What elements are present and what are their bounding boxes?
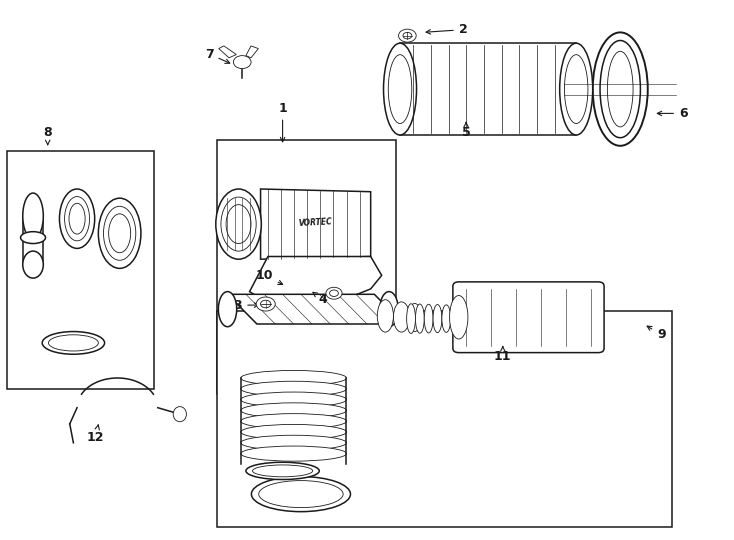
Polygon shape (250, 256, 382, 308)
Ellipse shape (42, 332, 105, 354)
Ellipse shape (393, 302, 410, 332)
Polygon shape (219, 46, 236, 58)
Ellipse shape (241, 392, 346, 407)
Ellipse shape (109, 214, 131, 253)
Ellipse shape (103, 206, 136, 260)
Text: 8: 8 (43, 126, 52, 145)
Ellipse shape (241, 403, 346, 418)
Ellipse shape (98, 198, 141, 268)
Circle shape (256, 297, 275, 311)
Ellipse shape (241, 446, 346, 461)
Text: 6: 6 (657, 107, 688, 120)
Polygon shape (261, 189, 371, 259)
FancyBboxPatch shape (453, 282, 604, 353)
Ellipse shape (219, 292, 236, 327)
Circle shape (326, 287, 342, 299)
Polygon shape (23, 216, 43, 265)
Ellipse shape (226, 205, 251, 244)
Ellipse shape (23, 251, 43, 278)
Circle shape (330, 290, 338, 296)
Ellipse shape (241, 370, 346, 386)
Text: 4: 4 (313, 292, 327, 306)
Text: 12: 12 (87, 425, 104, 444)
Circle shape (399, 29, 416, 42)
Ellipse shape (449, 295, 468, 339)
Ellipse shape (23, 193, 43, 239)
Ellipse shape (258, 481, 343, 508)
Ellipse shape (241, 435, 346, 450)
Text: 7: 7 (205, 48, 230, 63)
Ellipse shape (216, 189, 261, 259)
Ellipse shape (442, 305, 451, 333)
Ellipse shape (252, 465, 313, 477)
Text: VORTEC: VORTEC (299, 218, 333, 228)
Bar (7, 151, 154, 389)
Circle shape (403, 32, 412, 39)
Text: 10: 10 (255, 269, 283, 285)
Text: 11: 11 (494, 347, 512, 363)
Ellipse shape (415, 304, 424, 333)
Ellipse shape (388, 55, 412, 124)
Ellipse shape (600, 40, 640, 138)
Ellipse shape (69, 203, 85, 234)
Ellipse shape (246, 462, 319, 480)
Ellipse shape (48, 335, 98, 351)
Ellipse shape (408, 303, 421, 332)
Ellipse shape (59, 189, 95, 248)
Circle shape (233, 56, 251, 69)
Ellipse shape (221, 197, 256, 251)
Ellipse shape (564, 55, 588, 124)
Ellipse shape (21, 232, 46, 244)
Ellipse shape (608, 51, 633, 127)
Ellipse shape (433, 305, 442, 333)
Polygon shape (246, 46, 258, 58)
Text: 2: 2 (426, 23, 468, 36)
Ellipse shape (384, 43, 417, 135)
Text: 3: 3 (233, 299, 259, 312)
Ellipse shape (241, 414, 346, 429)
Text: 9: 9 (647, 326, 666, 341)
Ellipse shape (65, 197, 90, 241)
Ellipse shape (451, 305, 459, 332)
Polygon shape (228, 294, 404, 324)
Ellipse shape (173, 407, 186, 422)
Ellipse shape (593, 32, 647, 146)
Ellipse shape (251, 476, 351, 512)
Ellipse shape (377, 300, 393, 332)
Ellipse shape (380, 292, 399, 327)
Bar (400, 43, 576, 135)
Circle shape (261, 300, 271, 308)
Ellipse shape (407, 303, 415, 333)
Text: 1: 1 (278, 102, 287, 142)
Ellipse shape (241, 424, 346, 440)
Ellipse shape (424, 305, 433, 333)
Bar (217, 140, 396, 394)
Ellipse shape (560, 43, 593, 135)
Bar (217, 310, 672, 526)
Ellipse shape (241, 381, 346, 396)
Text: 5: 5 (462, 123, 470, 139)
